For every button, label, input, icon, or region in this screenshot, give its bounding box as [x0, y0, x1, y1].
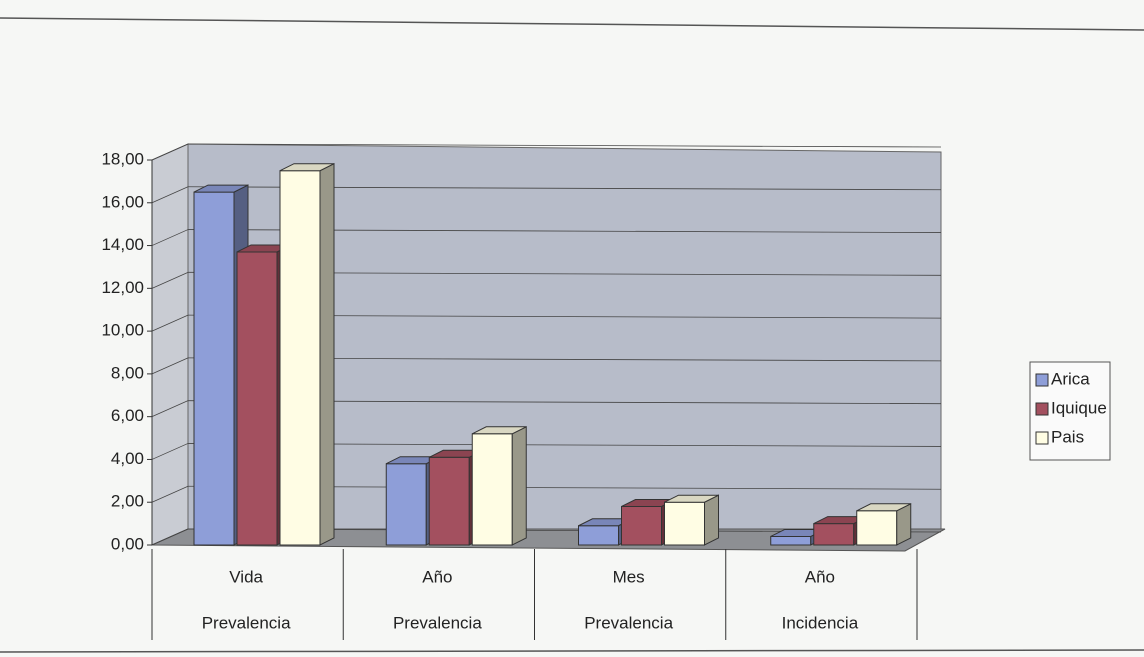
y-tick-label: 4,00: [111, 449, 144, 468]
bar: [471, 425, 527, 546]
grid-line: [151, 271, 189, 289]
bar-front: [428, 456, 470, 546]
y-tick-label: 18,00: [101, 149, 144, 168]
bar-side: [319, 162, 335, 546]
bar-front: [471, 433, 513, 546]
grid-line: [151, 400, 189, 418]
frame-top: [0, 17, 1144, 31]
x-tick-label: Mes: [613, 567, 645, 586]
bar-top: [664, 494, 719, 503]
bar-front: [236, 251, 278, 546]
legend-label: Pais: [1051, 427, 1084, 446]
bar-front: [856, 510, 898, 546]
grid-line: [151, 143, 189, 161]
x-tick-label: Incidencia: [782, 613, 859, 632]
bar-front: [193, 191, 235, 546]
grid-line: [151, 528, 189, 546]
grid-line: [151, 314, 189, 332]
x-tick-label: Prevalencia: [202, 613, 291, 632]
bar-top: [193, 184, 249, 193]
x-tick-label: Vida: [229, 567, 263, 586]
bar-front: [578, 525, 619, 546]
legend-swatch: [1035, 431, 1049, 445]
grid-line: [187, 143, 942, 148]
x-tick-label: Prevalencia: [393, 613, 482, 632]
grid-line: [151, 229, 189, 246]
side-wall: [151, 143, 189, 546]
bar-front: [813, 523, 855, 546]
bar-side: [704, 494, 719, 546]
bar-top: [472, 426, 527, 435]
x-tick-label: Año: [422, 567, 452, 586]
x-tick-label: Año: [805, 567, 835, 586]
y-tick-label: 0,00: [111, 534, 144, 553]
grid-line: [151, 443, 189, 460]
frame-bottom: [0, 649, 1144, 653]
y-tick-label: 14,00: [101, 235, 144, 254]
bar-side: [511, 425, 527, 546]
grid-line: [151, 357, 189, 375]
y-tick-label: 16,00: [101, 192, 144, 211]
y-tick-label: 2,00: [111, 492, 144, 511]
grid-line: [151, 186, 189, 204]
legend-label: Iquique: [1051, 398, 1107, 417]
y-tick-label: 6,00: [111, 406, 144, 425]
bar: [664, 494, 719, 546]
y-tick-label: 8,00: [111, 363, 144, 382]
legend-swatch: [1035, 402, 1049, 416]
x-tick-label: Prevalencia: [584, 613, 673, 632]
bar-front: [664, 501, 705, 546]
y-tick-label: 10,00: [101, 321, 144, 340]
bar-front: [385, 463, 427, 546]
bar-top: [856, 503, 911, 512]
legend-label: Arica: [1051, 369, 1090, 388]
y-tick-label: 12,00: [101, 278, 144, 297]
legend-swatch: [1035, 373, 1049, 387]
bar-front: [770, 535, 812, 546]
bar-front: [279, 170, 321, 546]
bar: [279, 162, 335, 546]
bar: [856, 502, 912, 546]
grid-line: [151, 485, 189, 503]
bar-front: [621, 506, 662, 546]
bar-top: [279, 163, 335, 172]
